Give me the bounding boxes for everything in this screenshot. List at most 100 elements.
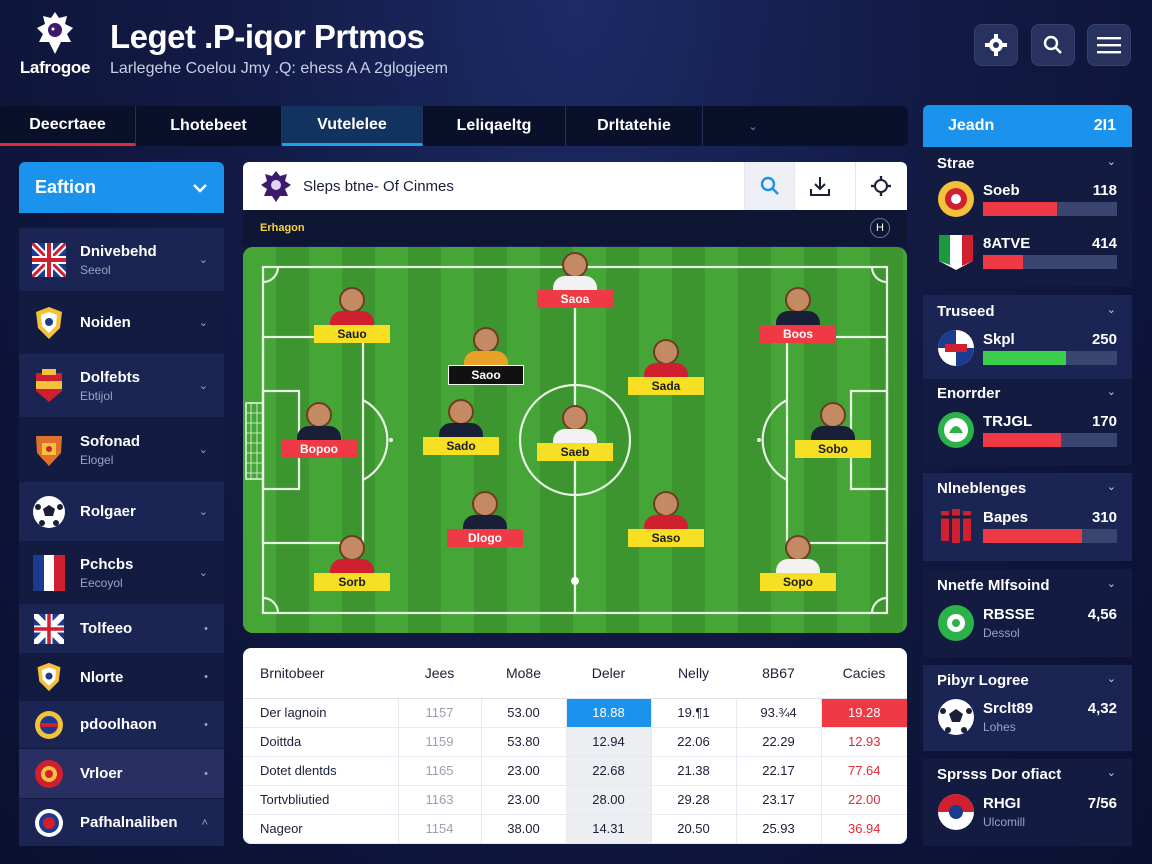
progress-bar — [983, 351, 1117, 365]
column-header[interactable]: Brnitobeer — [243, 648, 398, 699]
chevron-down-icon: ⌄ — [198, 506, 208, 518]
chevron-down-icon[interactable]: ⌄ — [1106, 481, 1116, 493]
standings-header-value: 2I1 — [1093, 117, 1116, 134]
chevron-down-icon[interactable]: ⌄ — [1106, 767, 1116, 779]
team-value: 170 — [1091, 413, 1117, 430]
player-card[interactable]: Sobo — [788, 402, 878, 458]
sidebar-filter-dropdown[interactable]: Eaftion — [19, 162, 224, 213]
table-cell-highlight: 18.88 — [565, 698, 651, 728]
tab-leaderboard[interactable]: Lhotebeet — [136, 106, 282, 146]
player-card[interactable]: Saso — [621, 491, 711, 547]
sidebar-item-11[interactable]: Pafhalnaliben ˄ — [19, 798, 224, 846]
standings-row[interactable]: Skpl 250 — [937, 329, 1117, 369]
section-title[interactable]: Pibyr Logree — [937, 672, 1029, 689]
sidebar-item-8[interactable]: Nlorte • — [19, 653, 224, 700]
team-sub: Ulcomill — [983, 815, 1025, 829]
chevron-down-icon[interactable]: ⌄ — [1106, 673, 1116, 685]
column-header[interactable]: Cacies — [821, 648, 907, 699]
chevron-down-icon[interactable]: ⌄ — [1106, 304, 1116, 316]
sidebar-item-9[interactable]: pdoolhaon • — [19, 700, 224, 748]
table-row[interactable]: Nageor 1154 38.00 14.31 20.50 25.93 36.9… — [243, 814, 907, 844]
sidebar-item-6[interactable]: Pchcbs Eecoyol ⌄ — [19, 541, 224, 603]
table-row[interactable]: Der lagnoin 1157 53.00 18.88 19.¶1 93.¾4… — [243, 698, 907, 728]
section-title[interactable]: Nnetfe Mlfsoind — [937, 577, 1050, 594]
player-card[interactable]: Bopoo — [274, 402, 364, 458]
settings-button[interactable] — [855, 162, 905, 210]
sidebar-item-3[interactable]: Dolfebts Ebtijol ⌄ — [19, 353, 224, 417]
player-tag: Sado — [423, 437, 499, 455]
team-name: Skpl — [983, 331, 1015, 348]
player-card[interactable]: Sada — [621, 339, 711, 395]
chevron-down-icon: ⌄ — [198, 444, 208, 456]
player-card[interactable]: Sopo — [753, 535, 843, 591]
sidebar-item-5[interactable]: Rolgaer ⌄ — [19, 481, 224, 541]
chevron-down-icon[interactable]: ⌄ — [1106, 156, 1116, 168]
column-header[interactable]: Jees — [398, 648, 481, 699]
table-cell: 1157 — [397, 698, 481, 728]
standings-row[interactable]: 8ATVE 414 — [937, 233, 1117, 273]
spain-crest-icon — [31, 368, 67, 404]
team-name: TRJGL — [983, 413, 1033, 430]
player-card[interactable]: Saoa — [530, 252, 620, 308]
table-row[interactable]: Doittda 1159 53.80 12.94 22.06 22.29 12.… — [243, 727, 907, 757]
sidebar-item-10[interactable]: Vrloer • — [19, 748, 224, 798]
player-tag: Saoo — [448, 365, 524, 385]
column-header[interactable]: 8B67 — [736, 648, 821, 699]
player-card[interactable]: Saoo — [441, 327, 531, 385]
column-header[interactable]: Mo8e — [481, 648, 566, 699]
player-tag: Dlogo — [447, 529, 523, 547]
sidebar-item-7[interactable]: Tolfeeo • — [19, 603, 224, 653]
player-card[interactable]: Saeb — [530, 405, 620, 461]
standings-row[interactable]: RBSSE 4,56 Dessol — [937, 604, 1117, 644]
section-title[interactable]: Enorrder — [937, 385, 1001, 402]
column-header[interactable]: Nelly — [651, 648, 736, 699]
standings-row[interactable]: RHGI 7/56 Ulcomill — [937, 793, 1117, 833]
download-button[interactable] — [794, 162, 844, 210]
player-card[interactable]: Dlogo — [440, 491, 530, 547]
football-icon — [31, 494, 67, 530]
standings-section: Strae ⌄ Soeb 118 8ATVE 414 — [923, 147, 1132, 287]
sidebar-item-2[interactable]: Noiden ⌄ — [19, 291, 224, 353]
player-avatar — [339, 535, 365, 561]
sidebar-item-1[interactable]: Dnivebehd Seeol ⌄ — [19, 227, 224, 291]
tab-league[interactable]: Leliqaeltg — [423, 106, 566, 146]
menu-button[interactable] — [1087, 24, 1131, 66]
tab-more[interactable]: ⌄ — [748, 120, 758, 133]
tab-overview[interactable]: Deecrtaee — [0, 106, 136, 146]
chevron-down-icon[interactable]: ⌄ — [1106, 386, 1116, 398]
standings-row[interactable]: Srclt89 4,32 Lohes — [937, 698, 1117, 738]
standings-row[interactable]: Soeb 118 — [937, 180, 1117, 220]
player-card[interactable]: Sauo — [307, 287, 397, 343]
help-badge[interactable]: H — [870, 218, 890, 238]
search-button[interactable] — [1031, 24, 1075, 66]
progress-bar — [983, 255, 1117, 269]
player-tag: Sopo — [760, 573, 836, 591]
team-name: RBSSE — [983, 606, 1035, 623]
player-card[interactable]: Boos — [753, 287, 843, 343]
table-row[interactable]: Dotet dlentds 1165 23.00 22.68 21.38 22.… — [243, 756, 907, 786]
league-logo[interactable]: Lafrogoe — [18, 10, 92, 86]
standings-row[interactable]: Bapes 310 — [937, 507, 1117, 547]
standings-row[interactable]: TRJGL 170 — [937, 411, 1117, 451]
table-row[interactable]: Tortvbliutied 1163 23.00 28.00 29.28 23.… — [243, 785, 907, 815]
tab-details[interactable]: Drltatehie — [566, 106, 703, 146]
player-card[interactable]: Sado — [416, 399, 506, 455]
sidebar-header-label: Eaftion — [35, 177, 96, 197]
section-title[interactable]: Sprsss Dor ofiact — [937, 766, 1062, 783]
player-card[interactable]: Sorb — [307, 535, 397, 591]
section-title[interactable]: Truseed — [937, 303, 995, 320]
pitch-search-button[interactable] — [744, 162, 794, 210]
settings-button[interactable] — [974, 24, 1018, 66]
section-title[interactable]: Nlneblenges — [937, 480, 1027, 497]
section-title[interactable]: Strae — [937, 155, 975, 172]
sidebar-item-label: Dolfebts — [80, 368, 140, 386]
standings-header[interactable]: Jeadn 2I1 — [923, 105, 1132, 147]
column-header[interactable]: Deler — [566, 648, 651, 699]
chevron-down-icon[interactable]: ⌄ — [1106, 578, 1116, 590]
tab-matches[interactable]: Vutelelee — [282, 106, 423, 146]
gear-icon — [870, 176, 891, 196]
chevron-up-icon: ˄ — [201, 816, 208, 829]
team-name: RHGI — [983, 795, 1021, 812]
progress-bar — [983, 433, 1117, 447]
sidebar-item-4[interactable]: Sofonad Elogel ⌄ — [19, 417, 224, 481]
